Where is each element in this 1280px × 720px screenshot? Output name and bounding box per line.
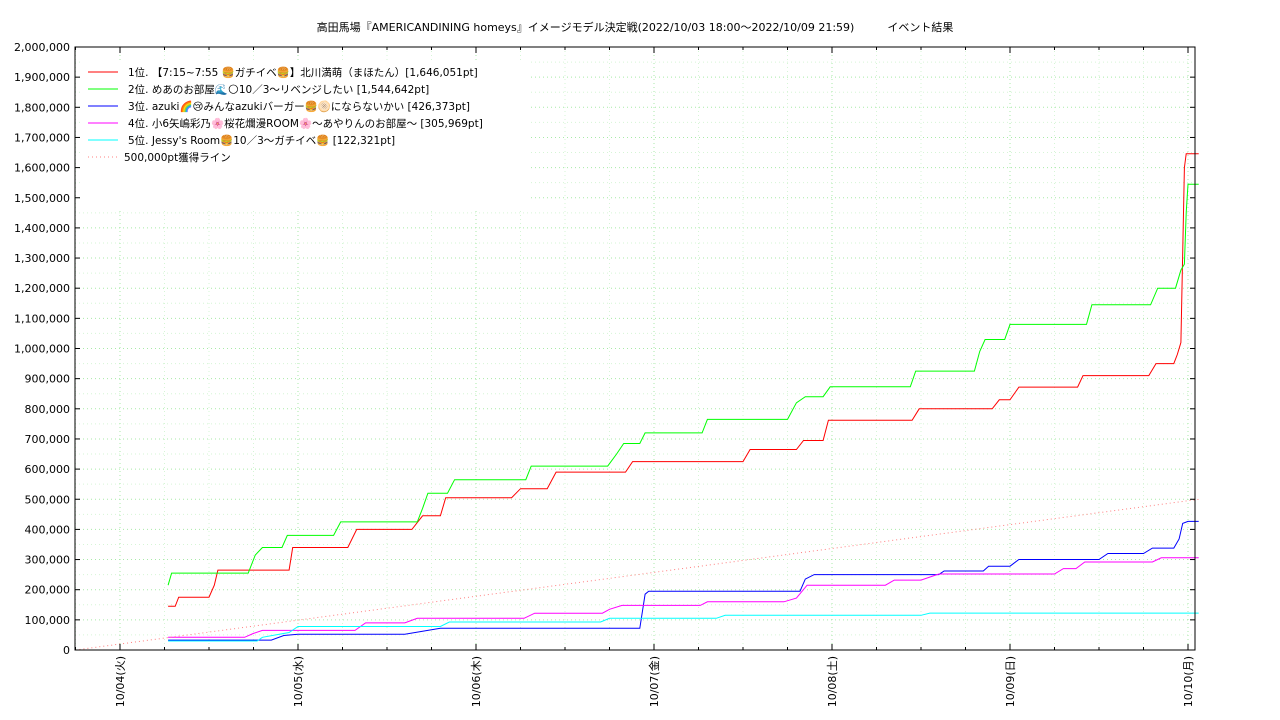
- series-line-1: [168, 153, 1199, 607]
- y-tick-label: 300,000: [25, 554, 71, 567]
- y-tick-label: 1,400,000: [14, 222, 70, 235]
- series-line-2: [167, 183, 1199, 586]
- x-axis: 10/04(火) 10/05(水) 10/06(木) 10/07(金) 10/08(土)…: [75, 47, 1195, 707]
- legend-label: 1位. 【7:15~7:55 🍔ガチイベ🍔】北川満萌（まほたん）[1,646,0…: [128, 66, 478, 79]
- x-tick-label: 10/10(月): [1182, 656, 1195, 707]
- y-tick-label: 2,000,000: [14, 41, 70, 54]
- x-tick-label: 10/06(木): [470, 656, 483, 707]
- legend-label: 3位. azuki🌈😢みんなazukiバーガー🍔🫓にならないかい [426,37…: [128, 100, 470, 113]
- series-lines: [75, 153, 1199, 651]
- series-line-4: [168, 557, 1199, 638]
- y-axis: 0 100,000 200,000 300,000 400,000 500,000 600,…: [14, 41, 1195, 657]
- y-tick-label: 700,000: [25, 433, 71, 446]
- y-tick-label: 400,000: [25, 523, 71, 536]
- y-tick-label: 1,800,000: [14, 101, 70, 114]
- legend-label: 2位. めあのお部屋🌊🌕10／3〜リベンジしたい [1,544,642pt]: [128, 83, 429, 96]
- y-tick-label: 0: [63, 644, 70, 657]
- series-line-5: [168, 612, 1199, 642]
- x-tick-label: 10/08(土): [826, 656, 839, 707]
- y-tick-label: 800,000: [25, 403, 71, 416]
- y-tick-label: 900,000: [25, 373, 71, 386]
- y-tick-label: 1,700,000: [14, 131, 70, 144]
- series-line-6: [75, 498, 1199, 651]
- y-tick-label: 1,900,000: [14, 71, 70, 84]
- series-line-3: [168, 520, 1199, 641]
- y-tick-label: 1,300,000: [14, 252, 70, 265]
- y-tick-label: 1,600,000: [14, 162, 70, 175]
- y-tick-label: 1,000,000: [14, 343, 70, 356]
- chart-title: 高田馬場『AMERICANDINING homeys』イメージモデル決定戦(20…: [316, 21, 954, 34]
- y-tick-label: 500,000: [25, 493, 71, 506]
- legend-label: 4位. 小6矢嶋彩乃🌸桜花爛漫ROOM🌸〜あやりんのお部屋〜 [305,969p…: [128, 117, 483, 130]
- x-tick-label: 10/07(金): [647, 656, 661, 707]
- y-tick-label: 200,000: [25, 584, 71, 597]
- y-tick-label: 100,000: [25, 614, 71, 627]
- x-tick-label: 10/04(火): [114, 656, 127, 707]
- legend-label: 5位. Jessy's Room🍔10／3〜ガチイベ🍔 [122,321pt]: [128, 134, 395, 147]
- x-tick-label: 10/09(日): [1004, 656, 1017, 707]
- legend: 1位. 【7:15~7:55 🍔ガチイベ🍔】北川満萌（まほたん）[1,646,0…: [82, 60, 528, 210]
- legend-box: [82, 60, 528, 210]
- y-tick-label: 1,500,000: [14, 192, 70, 205]
- x-tick-label: 10/05(水): [292, 656, 305, 707]
- y-tick-label: 600,000: [25, 463, 71, 476]
- legend-label: 500,000pt獲得ライン: [124, 151, 231, 164]
- y-tick-label: 1,200,000: [14, 282, 70, 295]
- y-tick-label: 1,100,000: [14, 312, 70, 325]
